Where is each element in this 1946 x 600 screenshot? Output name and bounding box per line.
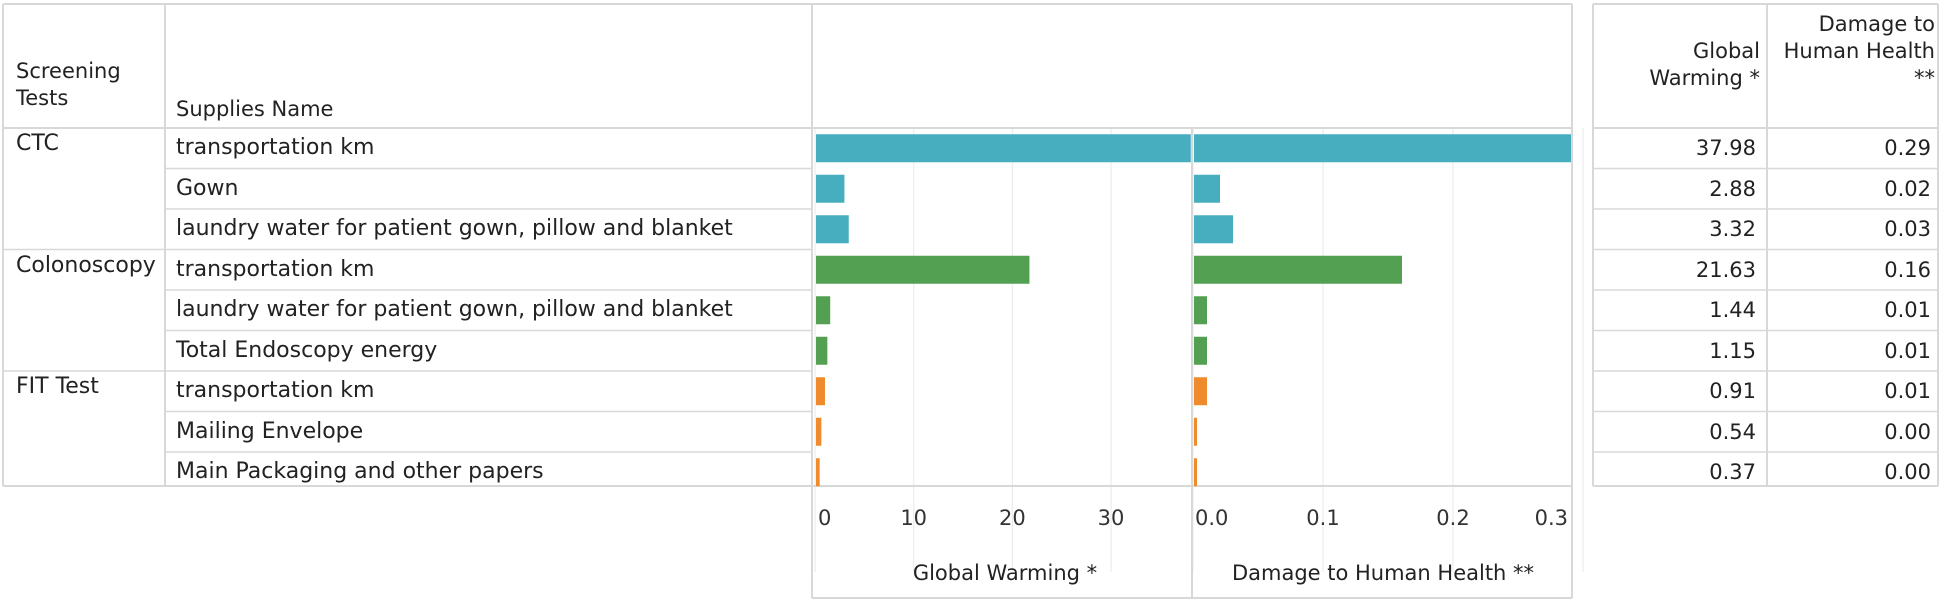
header-screening-tests: Screening Tests	[16, 59, 121, 110]
value-global-warming: 0.54	[1709, 419, 1756, 444]
bar-hh-1	[1194, 174, 1220, 203]
bar-hh-7	[1194, 417, 1197, 446]
bar-gw-4	[816, 296, 831, 325]
value-human-health: 0.01	[1884, 298, 1931, 322]
supply-label: transportation km	[176, 135, 375, 160]
value-global-warming: 2.88	[1709, 176, 1756, 201]
value-global-warming: 3.32	[1709, 217, 1756, 241]
supply-label: Gown	[176, 175, 239, 201]
tick-gw-3: 30	[1098, 506, 1125, 530]
value-human-health: 0.00	[1884, 460, 1931, 484]
bar-gw-2	[816, 215, 849, 244]
value-global-warming: 37.98	[1695, 136, 1756, 160]
tick-hh-2: 0.2	[1436, 506, 1469, 530]
value-human-health: 0.29	[1884, 136, 1931, 160]
bar-hh-5	[1194, 336, 1207, 365]
bar-gw-1	[816, 174, 845, 203]
tick-hh-3: 0.3	[1535, 506, 1568, 530]
x-axis-title-human-health: Damage to Human Health **	[1231, 561, 1535, 585]
value-human-health: 0.01	[1884, 338, 1931, 363]
tick-hh-0: 0.0	[1195, 506, 1228, 530]
value-human-health: 0.00	[1884, 419, 1931, 444]
group-label: Colonoscopy	[16, 252, 156, 278]
bar-gw-3	[816, 255, 1030, 284]
tick-hh-1: 0.1	[1306, 506, 1339, 530]
header-supplies-name: Supplies Name	[176, 97, 334, 121]
value-global-warming: 1.44	[1709, 298, 1756, 322]
bar-hh-6	[1194, 377, 1207, 406]
supply-label: transportation km	[176, 256, 375, 282]
group-label: FIT Test	[16, 374, 99, 399]
value-global-warming: 0.91	[1709, 379, 1756, 403]
bar-gw-6	[816, 377, 825, 406]
bar-gw-0	[816, 134, 1191, 163]
bar-hh-2	[1194, 215, 1233, 244]
group-label: CTC	[16, 131, 59, 156]
value-global-warming: 21.63	[1695, 257, 1756, 282]
tick-gw-0: 0	[818, 506, 831, 530]
bar-hh-8	[1194, 458, 1197, 487]
supply-label: laundry water for patient gown, pillow a…	[176, 297, 733, 322]
supply-label: Mailing Envelope	[176, 418, 364, 444]
supply-label: laundry water for patient gown, pillow a…	[176, 216, 733, 241]
value-human-health: 0.01	[1884, 379, 1931, 403]
value-global-warming: 0.37	[1709, 460, 1756, 484]
bar-hh-3	[1194, 255, 1402, 284]
value-human-health: 0.16	[1884, 257, 1931, 282]
tick-gw-2: 20	[999, 506, 1026, 530]
supply-label: Total Endoscopy energy	[176, 337, 438, 363]
x-axis-title-global-warming: Global Warming *	[912, 561, 1098, 585]
bar-gw-5	[816, 336, 828, 365]
bar-hh-4	[1194, 296, 1207, 325]
bar-gw-7	[816, 417, 822, 446]
header-global-warming: Global Warming *	[1649, 39, 1760, 90]
value-human-health: 0.03	[1884, 217, 1931, 241]
supply-label: Main Packaging and other papers	[176, 459, 544, 484]
supply-label: transportation km	[176, 378, 375, 403]
bar-hh-0	[1194, 134, 1571, 163]
value-human-health: 0.02	[1884, 176, 1931, 201]
header-damage-human-health: Damage to Human Health **	[1783, 12, 1935, 90]
tick-gw-1: 10	[900, 506, 927, 530]
value-global-warming: 1.15	[1709, 338, 1756, 363]
bar-gw-8	[816, 458, 820, 487]
